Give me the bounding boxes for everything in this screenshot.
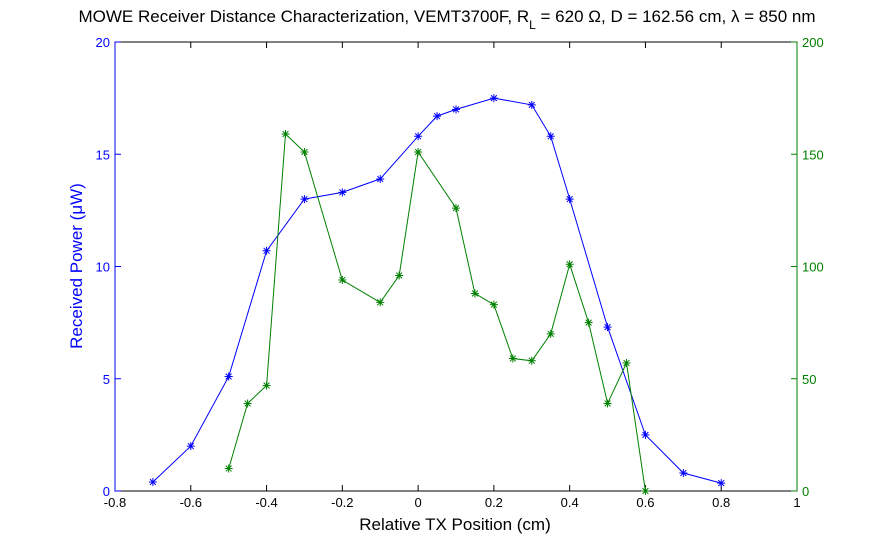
- series-point-left: [546, 132, 555, 141]
- series-point-left: [433, 112, 442, 121]
- chart-title: MOWE Receiver Distance Characterization,…: [78, 7, 815, 32]
- series-point-left: [603, 323, 612, 332]
- series-point-left: [452, 105, 460, 114]
- x-tick-label: -0.8: [104, 495, 126, 510]
- series-point-left: [262, 246, 271, 255]
- y-axis-left: 0 5 10 15 20: [96, 35, 121, 499]
- series-point-left: [338, 188, 347, 197]
- y-right-tick-label: 150: [802, 147, 824, 162]
- plot-area: [114, 41, 798, 492]
- series-point-right: [262, 381, 271, 390]
- series-line-right: [228, 132, 646, 492]
- series-point-right: [338, 275, 347, 284]
- series-point-left: [565, 195, 574, 204]
- series-point-right: [452, 204, 460, 213]
- series-point-right: [546, 329, 555, 338]
- x-tick-label: 0.2: [485, 495, 503, 510]
- y-axis-right: 0 50 100 150 200: [791, 35, 824, 499]
- series-point-left: [148, 478, 157, 487]
- x-axis: -0.8 -0.6 -0.4 -0.2 0 0.2 0.4 0.6 0.8 1: [104, 42, 801, 510]
- y-right-tick-label: 0: [802, 484, 809, 499]
- series-point-right: [565, 260, 574, 269]
- series-point-left: [489, 94, 498, 103]
- series-point-left: [224, 372, 233, 381]
- y-right-tick-label: 200: [802, 35, 824, 50]
- series-line-left: [152, 97, 722, 484]
- series-point-right: [622, 359, 631, 368]
- y-right-tick-label: 100: [802, 260, 824, 275]
- series-point-left: [679, 469, 688, 478]
- x-tick-label: 0.4: [561, 495, 579, 510]
- series-point-right: [603, 399, 612, 408]
- y-axis-label: Received Power (μW): [67, 183, 86, 349]
- series-point-right: [395, 271, 404, 280]
- x-tick-label: 0: [414, 495, 421, 510]
- series-point-left: [527, 100, 536, 109]
- series-point-right: [508, 354, 517, 363]
- series-point-right: [281, 130, 290, 139]
- series-point-left: [641, 430, 650, 439]
- series-point-left: [186, 442, 195, 451]
- series-point-right: [376, 298, 385, 307]
- x-tick-label: 0.8: [712, 495, 730, 510]
- series-point-left: [300, 195, 309, 204]
- series-point-left: [376, 174, 385, 183]
- x-tick-label: -0.2: [331, 495, 353, 510]
- series-point-right: [527, 356, 536, 365]
- series-point-right: [641, 487, 650, 495]
- series-point-right: [470, 289, 479, 298]
- series-layer: [148, 94, 726, 495]
- series-point-right: [489, 300, 498, 309]
- series-point-right: [243, 399, 252, 408]
- y-left-tick-label: 15: [96, 147, 110, 162]
- y-left-tick-label: 5: [103, 372, 110, 387]
- x-tick-label: -0.4: [255, 495, 277, 510]
- series-point-right: [224, 464, 233, 473]
- y-left-tick-label: 0: [103, 484, 110, 499]
- x-tick-label: 0.6: [636, 495, 654, 510]
- series-point-left: [414, 132, 423, 141]
- x-tick-label: 1: [793, 495, 800, 510]
- y-left-tick-label: 20: [96, 35, 110, 50]
- series-point-left: [717, 479, 726, 488]
- series-point-right: [584, 318, 593, 327]
- x-axis-label: Relative TX Position (cm): [359, 515, 550, 534]
- y-right-tick-label: 50: [802, 372, 816, 387]
- series-point-right: [300, 148, 309, 157]
- x-tick-label: -0.6: [180, 495, 202, 510]
- y-left-tick-label: 10: [96, 260, 110, 275]
- series-point-right: [414, 148, 423, 157]
